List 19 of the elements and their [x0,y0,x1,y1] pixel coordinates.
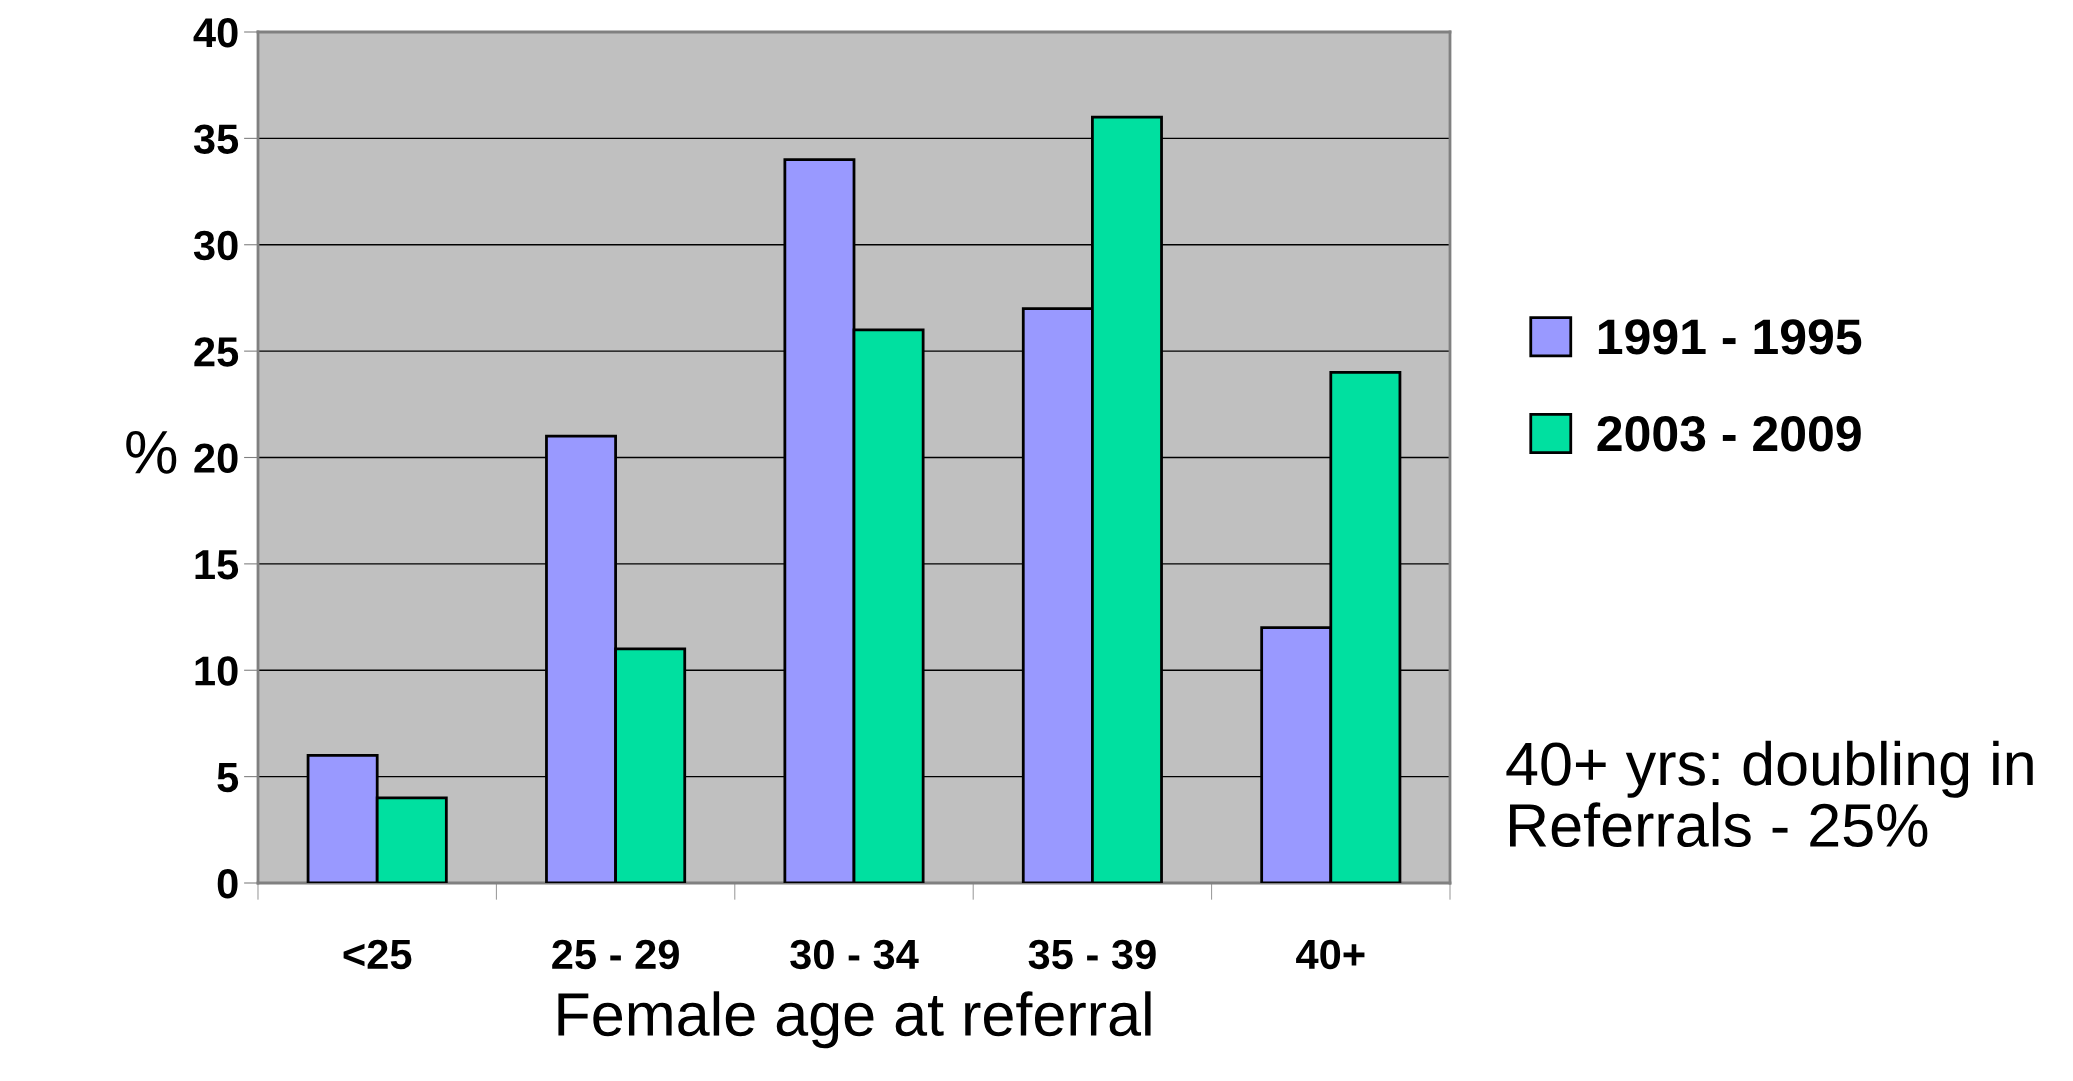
y-tick-label: 40 [193,18,238,48]
x-tick-label: 25 - 29 [552,939,679,970]
x-tick-label: 40+ [1296,939,1365,970]
y-tick-label: 15 [195,550,239,580]
y-tick-label: 20 [194,443,238,474]
y-axis-title: % [126,430,177,474]
legend-label: 2003 - 2009 [1597,416,1861,452]
y-tick-label: 0 [217,869,238,899]
y-tick-label: 30 [193,230,238,261]
legend-label: 1991 - 1995 [1598,319,1862,355]
y-tick-label: 25 [194,337,239,367]
y-tick-label: 35 [193,124,239,154]
y-tick-label: 5 [217,763,239,793]
x-tick-label: 30 - 34 [790,939,919,970]
x-axis-title: Female age at referral [558,991,1151,1049]
text: 40+ yrs: doubling in Referrals - 25% [1506,740,2033,848]
x-tick-label: 35 - 39 [1028,939,1156,970]
x-tick-label: <25 [343,939,412,970]
y-tick-label: 10 [195,656,238,686]
